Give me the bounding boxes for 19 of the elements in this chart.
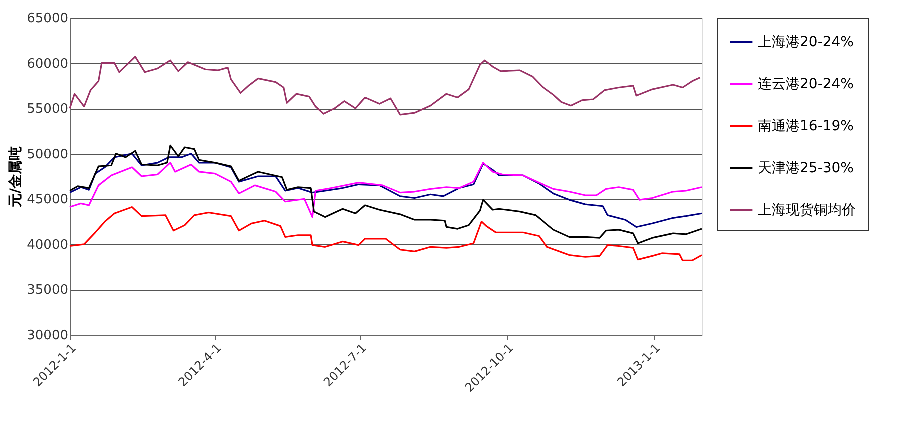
y-tick-label: 30000 [27, 328, 68, 344]
y-tick-label: 55000 [27, 102, 68, 118]
legend-label: 天津港25-30% [758, 160, 854, 176]
legend-label: 连云港20-24% [758, 76, 854, 92]
y-axis-title: 元/金属吨 [8, 146, 24, 209]
y-tick-label: 65000 [27, 12, 68, 26]
line-series [69, 206, 703, 262]
y-tick-label: 50000 [27, 147, 68, 162]
line-series [69, 144, 703, 244]
y-tick-label: 40000 [27, 238, 68, 253]
y-tick-label: 35000 [27, 283, 68, 298]
legend-label: 上海港20-24% [758, 34, 854, 50]
y-tick-label: 45000 [27, 192, 68, 208]
legend-label: 上海现货铜均价 [758, 202, 856, 218]
line-series [69, 153, 703, 228]
line-series [69, 56, 702, 116]
line-series [69, 162, 703, 218]
legend-label: 南通港16-19% [758, 118, 854, 134]
y-tick-label: 60000 [27, 56, 68, 72]
